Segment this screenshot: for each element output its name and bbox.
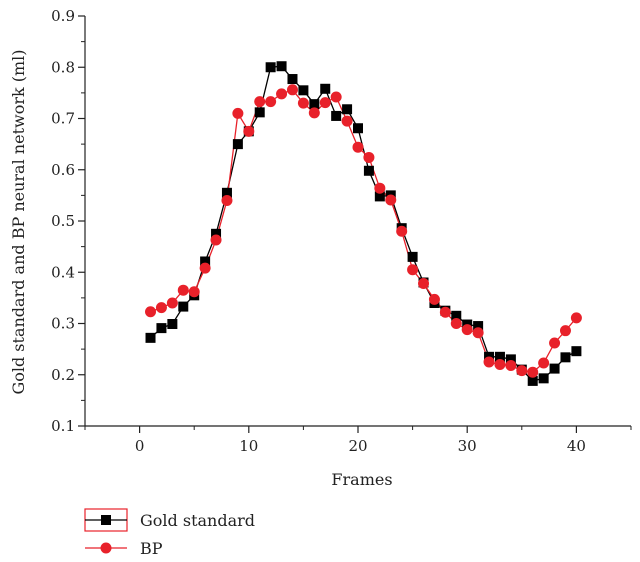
data-point-bp: [396, 225, 408, 237]
data-point-gold-standard: [374, 191, 385, 202]
data-point-bp: [549, 337, 561, 349]
data-point-gold-standard: [320, 83, 331, 94]
data-point-bp: [363, 151, 375, 163]
data-point-bp: [505, 360, 517, 372]
data-point-bp: [199, 262, 211, 274]
data-point-gold-standard: [494, 351, 505, 362]
series-lines: [150, 65, 577, 382]
data-point-gold-standard: [254, 107, 265, 118]
legend-item-gold-standard: Gold standard: [84, 508, 255, 532]
y-tick-label: 0.4: [51, 263, 75, 281]
data-point-bp: [538, 357, 550, 369]
x-tick-label: 0: [135, 437, 145, 455]
data-point-gold-standard: [276, 61, 287, 72]
data-point-gold-standard: [451, 310, 462, 321]
data-point-bp: [210, 234, 222, 246]
data-point-bp: [352, 141, 364, 153]
y-tick-label: 0.8: [51, 58, 75, 76]
data-point-bp: [319, 97, 331, 109]
y-axis-label: Gold standard and BP neural network (ml): [9, 49, 28, 394]
data-point-gold-standard: [342, 104, 353, 115]
data-point-gold-standard: [505, 354, 516, 365]
data-point-bp: [166, 297, 178, 309]
y-tick-label: 0.5: [51, 212, 75, 230]
data-point-gold-standard: [527, 375, 538, 386]
legend-marker-bp: [100, 542, 112, 554]
data-point-gold-standard: [221, 187, 232, 198]
data-point-bp: [286, 84, 298, 96]
data-point-bp: [494, 359, 506, 370]
data-point-bp: [450, 318, 462, 329]
data-point-gold-standard: [353, 123, 363, 134]
data-point-bp: [439, 306, 451, 318]
data-point-bp: [527, 366, 539, 378]
x-axis-label: Frames: [331, 470, 392, 489]
data-point-bp: [407, 264, 419, 276]
data-point-bp: [418, 278, 430, 290]
data-point-bp: [145, 306, 157, 318]
data-point-bp: [570, 312, 582, 324]
data-point-gold-standard: [571, 346, 582, 357]
data-point-bp: [254, 96, 266, 108]
data-point-bp: [483, 356, 495, 368]
data-point-bp: [308, 107, 320, 119]
data-point-bp: [243, 125, 255, 137]
y-tick-label: 0.1: [51, 417, 75, 435]
data-point-bp: [374, 182, 386, 194]
data-point-bp: [297, 97, 309, 109]
legend-item-bp: BP: [85, 539, 163, 558]
data-point-gold-standard: [156, 323, 167, 334]
data-point-bp: [232, 107, 244, 119]
data-point-bp: [472, 327, 484, 339]
legend-marker-gold-standard: [101, 515, 111, 525]
data-point-gold-standard: [167, 319, 178, 330]
data-point-bp: [516, 365, 528, 377]
data-point-gold-standard: [538, 373, 549, 384]
data-point-gold-standard: [473, 321, 484, 332]
series-markers: [145, 61, 582, 386]
data-point-bp: [265, 96, 277, 108]
legend: Gold standard BP: [84, 508, 255, 558]
data-point-gold-standard: [178, 301, 189, 312]
x-tick-label: 40: [567, 437, 586, 455]
data-point-bp: [188, 286, 200, 298]
data-point-gold-standard: [309, 99, 320, 110]
data-point-gold-standard: [363, 165, 374, 176]
x-tick-label: 10: [239, 437, 258, 455]
data-point-bp: [330, 91, 342, 103]
y-tick-label: 0.7: [51, 110, 75, 128]
x-tick-label: 20: [348, 437, 367, 455]
data-point-gold-standard: [331, 110, 342, 121]
data-point-gold-standard: [407, 251, 418, 262]
data-point-bp: [155, 302, 167, 314]
data-point-gold-standard: [200, 256, 211, 267]
legend-label-bp: BP: [140, 539, 163, 558]
data-point-bp: [177, 284, 189, 296]
y-tick-label: 0.9: [51, 7, 75, 25]
series-line-gold-standard: [150, 65, 577, 382]
legend-label-gold-standard: Gold standard: [140, 511, 255, 530]
data-point-gold-standard: [211, 228, 222, 239]
data-point-gold-standard: [549, 363, 560, 374]
data-point-gold-standard: [265, 62, 276, 73]
data-point-bp: [461, 324, 473, 336]
y-tick-label: 0.6: [51, 161, 75, 179]
data-point-bp: [221, 195, 233, 206]
y-tick-label: 0.2: [51, 366, 75, 384]
y-tick-label: 0.3: [51, 315, 75, 333]
data-point-bp: [559, 325, 571, 337]
data-point-bp: [276, 88, 288, 100]
grid-and-axes: 0.1 0.2 0.3 0.4 0.5 0.6 0.7 0.8 0.9 0 10 20 30 40: [51, 7, 632, 455]
data-point-bp: [428, 293, 440, 305]
data-point-bp: [385, 194, 397, 206]
data-point-gold-standard: [145, 332, 156, 343]
data-point-gold-standard: [287, 74, 298, 85]
data-point-gold-standard: [232, 139, 243, 150]
data-point-gold-standard: [298, 85, 309, 96]
data-point-gold-standard: [560, 352, 571, 363]
data-point-bp: [341, 115, 353, 127]
x-tick-label: 30: [458, 437, 477, 455]
